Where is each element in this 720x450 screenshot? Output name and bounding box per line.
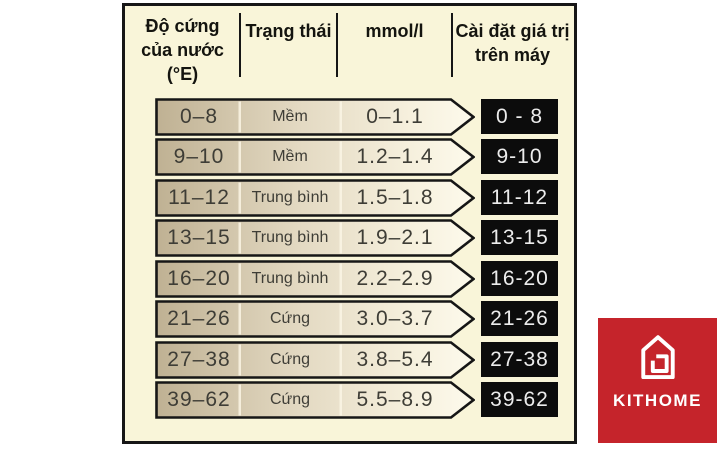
- mmol-value: 2.2–2.9: [356, 267, 434, 290]
- machine-setting-value: 11-12: [481, 180, 558, 215]
- brand-name: KITHOME: [613, 391, 702, 410]
- machine-setting-value: 21-26: [481, 301, 558, 336]
- mmol-value: 3.0–3.7: [356, 307, 434, 330]
- arrow-bar: [155, 341, 475, 379]
- hardness-value: 13–15: [167, 226, 231, 249]
- state-value: Trung bình: [251, 229, 329, 246]
- table-row: 39–62 Cứng 5.5–8.9 39-62: [155, 381, 575, 419]
- state-value: Cứng: [269, 391, 311, 408]
- hardness-value: 27–38: [167, 348, 231, 371]
- arrow-bar: [155, 179, 475, 217]
- mmol-value: 3.8–5.4: [356, 348, 434, 371]
- header-mmol: mmol/l: [337, 19, 452, 43]
- mmol-value: 1.2–1.4: [356, 145, 434, 168]
- header-divider: [239, 13, 241, 77]
- table-row: 27–38 Cứng 3.8–5.4 27-38: [155, 341, 575, 379]
- header-machine-setting: Cài đặt giá trị trên máy: [452, 19, 573, 67]
- table-row: 13–15 Trung bình 1.9–2.1 13-15: [155, 219, 575, 257]
- hardness-value: 11–12: [168, 186, 230, 209]
- machine-setting-value: 13-15: [481, 220, 558, 255]
- water-hardness-table: Độ cứng của nước (°E) Trạng thái mmol/l …: [122, 3, 577, 444]
- machine-setting-value: 0 - 8: [481, 99, 558, 134]
- header-machine-setting-line1: Cài đặt giá trị: [455, 21, 570, 41]
- mmol-value: 1.9–2.1: [356, 226, 434, 249]
- arrow-bar: [155, 300, 475, 338]
- header-state: Trạng thái: [240, 19, 337, 43]
- state-value: Trung bình: [251, 270, 329, 287]
- table-row: 9–10 Mềm 1.2–1.4 9-10: [155, 138, 575, 176]
- hardness-value: 0–8: [179, 105, 219, 128]
- arrow-bar: [155, 138, 475, 176]
- hardness-value: 9–10: [173, 145, 225, 168]
- house-icon: [640, 335, 675, 380]
- header-hardness-line3: (°E): [166, 64, 199, 84]
- table-row: 21–26 Cứng 3.0–3.7 21-26: [155, 300, 575, 338]
- machine-setting-value: 16-20: [481, 261, 558, 296]
- header-hardness-line1: Độ cứng: [145, 16, 220, 36]
- header-mmol-line1: mmol/l: [365, 21, 424, 41]
- header-divider: [451, 13, 453, 77]
- machine-setting-value: 39-62: [481, 382, 558, 417]
- state-value: Cứng: [269, 351, 311, 368]
- arrow-bar: [155, 260, 475, 298]
- machine-setting-value: 9-10: [481, 139, 558, 174]
- table-row: 16–20 Trung bình 2.2–2.9 16-20: [155, 260, 575, 298]
- hardness-value: 21–26: [167, 307, 231, 330]
- mmol-value: 5.5–8.9: [356, 388, 434, 411]
- mmol-value: 0–1.1: [366, 105, 424, 128]
- hardness-value: 16–20: [167, 267, 231, 290]
- table-row: 0–8 Mềm 0–1.1 0 - 8: [155, 98, 575, 136]
- header-state-line1: Trạng thái: [245, 21, 332, 41]
- header-hardness-line2: của nước: [141, 40, 224, 60]
- machine-setting-value: 27-38: [481, 342, 558, 377]
- state-value: Cứng: [269, 310, 311, 327]
- arrow-bar: [155, 219, 475, 257]
- arrow-bar: [155, 98, 475, 136]
- header-machine-setting-line2: trên máy: [474, 45, 551, 65]
- state-value: Trung bình: [251, 189, 329, 206]
- hardness-value: 39–62: [167, 388, 231, 411]
- mmol-value: 1.5–1.8: [356, 186, 434, 209]
- header-hardness: Độ cứng của nước (°E): [125, 14, 240, 86]
- table-row: 11–12 Trung bình 1.5–1.8 11-12: [155, 179, 575, 217]
- kithome-logo: KITHOME: [598, 318, 717, 443]
- arrow-bar: [155, 381, 475, 419]
- header-divider: [336, 13, 338, 77]
- state-value: Mềm: [272, 148, 308, 165]
- state-value: Mềm: [272, 108, 308, 125]
